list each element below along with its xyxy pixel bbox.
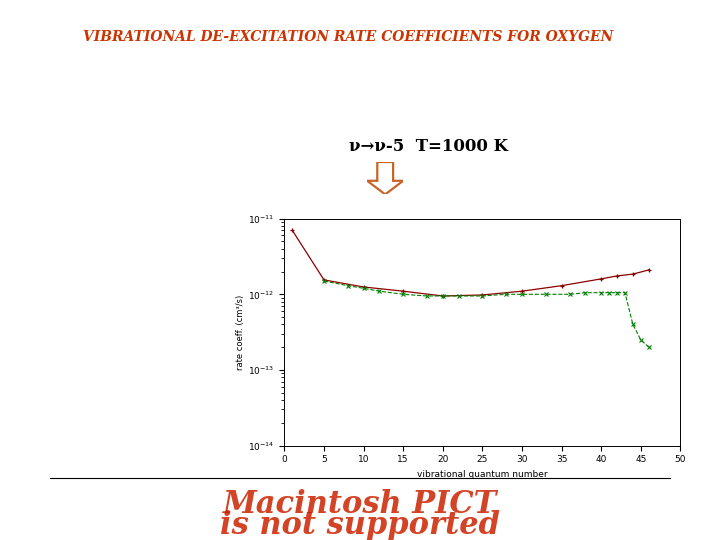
Text: is not supported: is not supported (220, 510, 500, 540)
Text: VIBRATIONAL DE-EXCITATION RATE COEFFICIENTS FOR OXYGEN: VIBRATIONAL DE-EXCITATION RATE COEFFICIE… (83, 30, 613, 44)
Text: ν→ν-5  T=1000 K: ν→ν-5 T=1000 K (349, 138, 508, 154)
Text: Macintosh PICT: Macintosh PICT (222, 489, 498, 519)
X-axis label: vibrational quantum number: vibrational quantum number (417, 470, 548, 479)
Y-axis label: rate coeff. (cm³/s): rate coeff. (cm³/s) (236, 294, 246, 370)
